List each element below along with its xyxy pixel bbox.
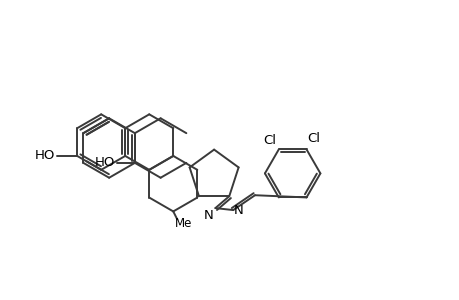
Text: Cl: Cl	[307, 132, 320, 146]
Text: Me: Me	[175, 218, 192, 230]
Text: HO: HO	[35, 149, 55, 162]
Text: HO: HO	[95, 156, 115, 170]
Text: N: N	[203, 209, 213, 222]
Text: Cl: Cl	[262, 134, 275, 147]
Text: N: N	[234, 204, 243, 217]
